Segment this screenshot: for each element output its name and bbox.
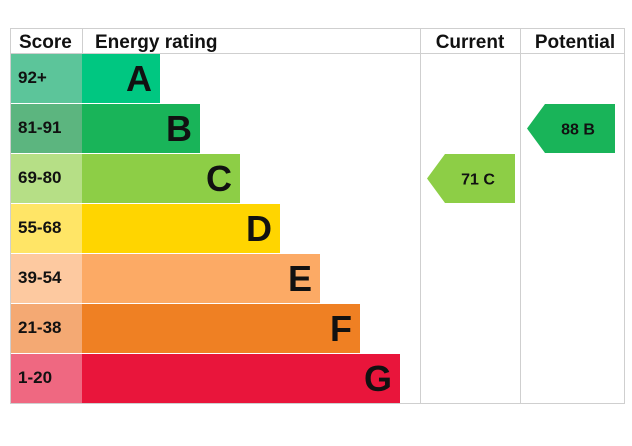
score-cell-b (11, 104, 82, 153)
rating-arrows: 71 C 88 B (427, 104, 615, 203)
header-score: Score (19, 32, 72, 53)
score-label-b: 81-91 (18, 118, 61, 137)
potential-rating-label: 88 B (561, 122, 595, 139)
score-cell-c (11, 154, 82, 203)
score-cell-d (11, 204, 82, 253)
score-label-g: 1-20 (18, 368, 52, 387)
header-potential: Potential (535, 32, 615, 53)
band-bar-c (82, 154, 240, 203)
current-arrow (427, 154, 515, 203)
score-label-f: 21-38 (18, 318, 61, 337)
band-bar-e (82, 254, 320, 303)
band-letter-e: E (288, 258, 312, 299)
band-bar-a (82, 54, 160, 103)
score-cell-g (11, 354, 82, 403)
rating-bands: 92+ A 81-91 B 69-80 C 55-68 D 39-54 E 21-38 F 1-20 G (11, 54, 400, 403)
score-cell-e (11, 254, 82, 303)
score-cell-a (11, 54, 82, 103)
band-bar-f (82, 304, 360, 353)
score-label-e: 39-54 (18, 268, 62, 287)
score-label-d: 55-68 (18, 218, 61, 237)
score-cell-f (11, 304, 82, 353)
current-rating-label: 71 C (461, 172, 495, 189)
header-current: Current (436, 32, 505, 53)
band-letter-c: C (206, 158, 232, 199)
header-energy-rating: Energy rating (95, 32, 217, 53)
score-label-c: 69-80 (18, 168, 61, 187)
band-letter-g: G (364, 358, 392, 399)
band-bar-d (82, 204, 280, 253)
score-label-a: 92+ (18, 68, 47, 87)
band-bar-b (82, 104, 200, 153)
potential-arrow (527, 104, 615, 153)
band-letter-b: B (166, 108, 192, 149)
table-grid (10, 28, 625, 404)
band-bar-g (82, 354, 400, 403)
band-letter-f: F (330, 308, 352, 349)
band-letter-a: A (126, 58, 152, 99)
band-letter-d: D (246, 208, 272, 249)
